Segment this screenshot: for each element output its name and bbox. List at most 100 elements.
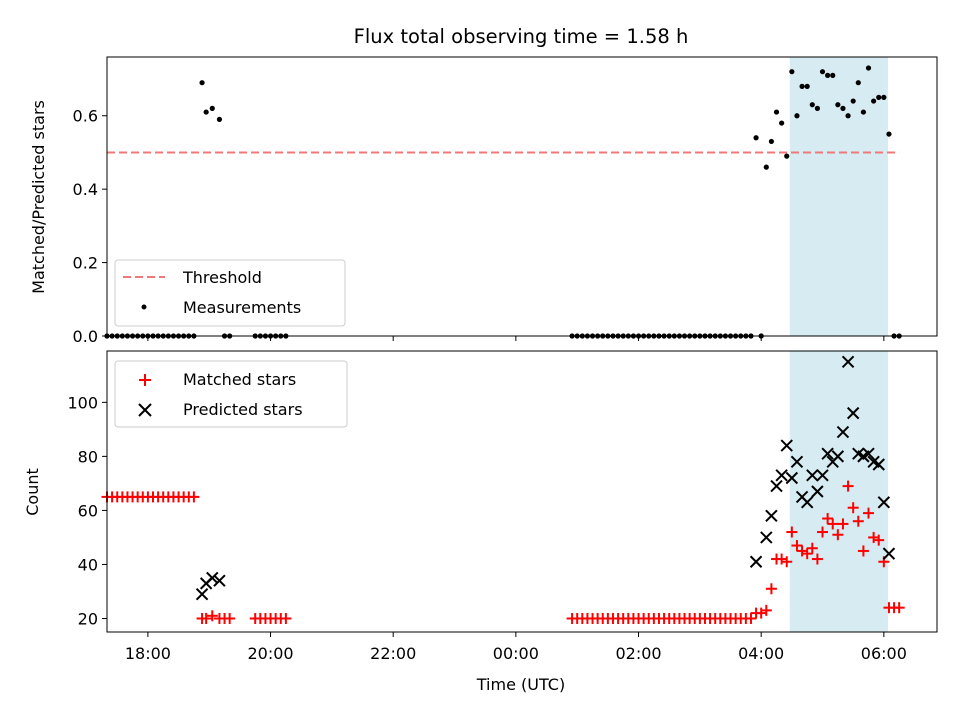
measurement-point xyxy=(840,105,846,111)
predicted-star-point xyxy=(206,571,219,585)
measurement-point xyxy=(835,102,841,108)
y-tick-label: 80 xyxy=(78,447,98,466)
matched-star-point xyxy=(188,491,200,503)
x-tick-label: 20:00 xyxy=(247,644,293,663)
measurement-point xyxy=(865,65,872,71)
x-tick-label: 02:00 xyxy=(615,644,661,663)
matched-star-point xyxy=(863,507,875,519)
predicted-star-point xyxy=(775,469,788,482)
matched-star-point xyxy=(837,518,849,530)
bottom-legend: Matched stars Predicted stars xyxy=(114,360,348,428)
measurement-point xyxy=(881,94,887,100)
measurements-legend-label: Measurements xyxy=(183,298,301,317)
y-tick-label: 0.6 xyxy=(73,107,98,126)
y-tick-label: 0.4 xyxy=(73,180,98,199)
bottom-y-axis-label: Count xyxy=(23,468,42,516)
top-y-axis: 0.0 0.2 0.4 0.6 xyxy=(73,107,107,346)
x-tick-label: 06:00 xyxy=(861,644,907,663)
measurement-point xyxy=(203,109,209,115)
measurement-point xyxy=(789,69,795,75)
matched-star-point xyxy=(873,534,885,546)
matched-star-point xyxy=(806,542,818,554)
predicted-star-point xyxy=(831,450,845,463)
measurement-point xyxy=(216,116,223,123)
predicted-star-point xyxy=(749,555,763,568)
top-panel: 0.0 0.2 0.4 0.6 Matched/Predicted stars Thr… xyxy=(29,56,938,346)
bottom-y-axis: 20 40 60 80 100 xyxy=(67,393,107,628)
measurement-point xyxy=(850,98,856,104)
measurement-point xyxy=(779,120,785,126)
matched-star-point xyxy=(822,513,834,525)
measurement-point xyxy=(773,109,780,115)
measurement-point xyxy=(794,113,800,119)
measurement-point xyxy=(199,80,205,86)
matched-star-point xyxy=(893,602,905,614)
matched-star-point xyxy=(811,553,823,565)
predicted-legend-label: Predicted stars xyxy=(183,400,303,419)
predicted-star-point xyxy=(770,479,783,493)
y-tick-label: 0.0 xyxy=(73,327,98,346)
bottom-legend-box xyxy=(114,360,348,428)
y-tick-label: 100 xyxy=(67,393,98,412)
matched-star-point xyxy=(200,612,212,624)
matched-legend-label: Matched stars xyxy=(183,370,296,389)
measurement-point xyxy=(819,69,826,75)
measurement-point xyxy=(209,105,215,111)
measurement-point xyxy=(876,94,882,100)
measurement-point xyxy=(860,109,867,115)
matched-legend-swatch xyxy=(139,374,151,386)
x-tick-label: 04:00 xyxy=(738,644,784,663)
measurement-point xyxy=(804,83,810,89)
measurement-point xyxy=(799,83,805,89)
measurement-point xyxy=(753,135,759,141)
bottom-panel: 20 40 60 80 100 18:00 20:00 22:00 00:00 02:00 04:… xyxy=(23,350,938,694)
predicted-star-point xyxy=(811,485,824,498)
matched-star-point xyxy=(280,612,292,624)
predicted-star-point xyxy=(872,458,885,471)
measurement-point xyxy=(855,80,861,86)
predicted-star-point xyxy=(882,547,896,560)
matched-star-point xyxy=(760,604,772,616)
matched-star-point xyxy=(765,583,777,595)
matched-star-point xyxy=(755,607,767,619)
top-legend-box xyxy=(114,259,346,327)
matched-star-point xyxy=(852,515,864,527)
x-tick-label: 18:00 xyxy=(125,644,171,663)
predicted-star-point xyxy=(816,469,829,482)
measurement-point xyxy=(768,138,775,145)
matched-star-point xyxy=(827,518,839,530)
matched-star-point xyxy=(224,612,236,624)
x-tick-label: 00:00 xyxy=(493,644,539,663)
predicted-star-point xyxy=(821,447,834,460)
predicted-star-point xyxy=(800,496,814,509)
matched-star-point xyxy=(832,529,844,541)
matched-star-point xyxy=(745,612,757,624)
predicted-star-point xyxy=(841,355,855,369)
y-tick-label: 0.2 xyxy=(73,254,98,273)
predicted-star-point xyxy=(790,455,804,468)
predicted-star-point xyxy=(195,587,209,601)
y-tick-label: 40 xyxy=(78,555,98,574)
threshold-legend-label: Threshold xyxy=(182,268,262,287)
top-axes-frame xyxy=(106,56,938,337)
predicted-star-point xyxy=(846,406,860,420)
x-axis-label: Time (UTC) xyxy=(476,675,565,694)
matched-star-point xyxy=(857,545,869,557)
y-tick-label: 20 xyxy=(78,609,98,628)
matched-star-point xyxy=(817,526,829,538)
matched-star-point xyxy=(801,548,813,560)
matched-star-point xyxy=(206,610,218,622)
matched-stars-points xyxy=(101,480,905,624)
measurement-point xyxy=(871,98,877,104)
predicted-star-point xyxy=(765,509,778,523)
measurements-legend-swatch xyxy=(141,304,147,310)
top-x-ticks xyxy=(147,336,885,341)
predicted-legend-swatch xyxy=(138,403,152,417)
bottom-highlight-span xyxy=(789,351,888,632)
matched-star-point xyxy=(791,540,803,552)
measurement-point xyxy=(814,105,821,111)
matched-star-point xyxy=(842,480,854,492)
measurement-point xyxy=(825,72,831,78)
y-tick-label: 60 xyxy=(78,501,98,520)
